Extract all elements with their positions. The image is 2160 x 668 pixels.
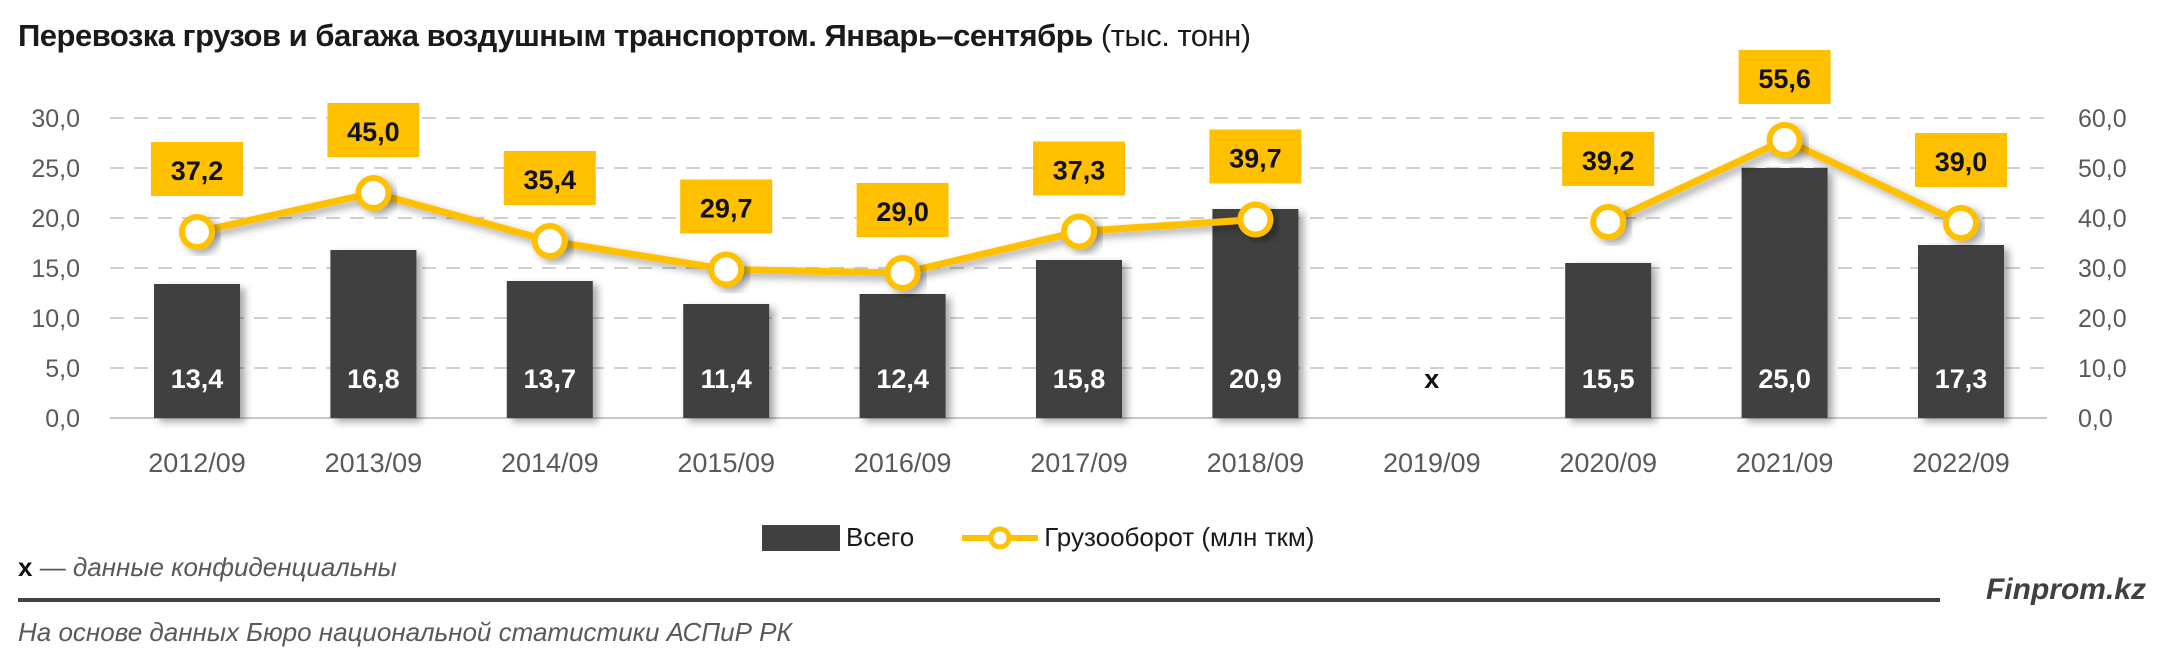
x-tick-label: 2018/09 [1207, 448, 1305, 478]
bar [506, 281, 593, 418]
bar-value-label: 15,5 [1582, 364, 1635, 394]
x-tick-label: 2019/09 [1383, 448, 1481, 478]
right-y-axis: 0,0 10,0 20,0 30,0 40,0 50,0 60,0 [2078, 105, 2127, 433]
bar-value-label: 17,3 [1935, 364, 1988, 394]
source-note: На основе данных Бюро национальной стати… [18, 617, 792, 647]
bar-swatch-icon [762, 524, 840, 551]
bar [330, 250, 417, 418]
left-y-tick: 10,0 [31, 305, 80, 333]
left-y-axis: 0,0 5,0 10,0 15,0 20,0 25,0 30,0 [31, 105, 80, 433]
left-y-tick: 30,0 [31, 105, 80, 133]
x-tick-label: 2021/09 [1736, 448, 1834, 478]
line-value-label: 39,7 [1229, 144, 1282, 174]
right-y-tick: 20,0 [2078, 305, 2127, 333]
line-value-box [856, 183, 949, 237]
line-marker [1943, 205, 1979, 241]
bar-value-label: 13,7 [524, 364, 577, 394]
line-marker [1590, 204, 1627, 240]
line-value-label: 45,0 [347, 117, 400, 147]
x-tick-label: 2017/09 [1030, 448, 1128, 478]
line-marker [884, 255, 921, 291]
right-y-tick: 60,0 [2078, 105, 2127, 133]
line-value-label: 55,6 [1758, 64, 1811, 94]
line-marker [1061, 213, 1097, 250]
left-y-tick: 20,0 [31, 205, 80, 233]
line-value-label: 37,3 [1053, 156, 1106, 186]
line-value-box [1915, 133, 2007, 187]
bar-value-label: 11,4 [701, 364, 752, 394]
line-value-box [1209, 129, 1302, 184]
x-axis: 2012/09 2013/09 2014/09 2015/09 2016/09 2017/… [148, 448, 2010, 478]
divider [18, 598, 1940, 602]
right-y-tick: 50,0 [2078, 155, 2127, 183]
legend-line-label: Грузооборот (млн ткм) [1044, 522, 1315, 552]
line-value-box [1033, 141, 1125, 196]
bar-value-label: 16,8 [347, 364, 400, 394]
bar [859, 294, 946, 418]
x-tick-label: 2020/09 [1559, 448, 1657, 478]
bar-value-label: 15,8 [1053, 364, 1106, 394]
bar-series: 13,4 16,8 13,7 11,4 12,4 15,8 20,9 x 15,5 25,0 17,… [154, 168, 2004, 418]
x-tick-label: 2012/09 [148, 448, 246, 478]
combo-chart: 0,0 5,0 10,0 15,0 20,0 25,0 30,0 0,0 10,0 20,0 30… [31, 50, 2127, 478]
left-y-tick: 15,0 [31, 255, 80, 283]
footnote-symbol: x [18, 552, 33, 582]
right-y-tick: 40,0 [2078, 205, 2127, 233]
bar [154, 284, 240, 418]
x-tick-label: 2016/09 [854, 448, 952, 478]
x-tick-label: 2015/09 [677, 448, 775, 478]
bar-value-label: 13,4 [171, 364, 224, 394]
chart-title: Перевозка грузов и багажа воздушным тран… [18, 18, 1251, 54]
line-value-box [1562, 132, 1655, 186]
bar [1565, 263, 1652, 418]
bar [1741, 168, 1828, 418]
line-marker [1766, 122, 1803, 158]
x-tick-label: 2022/09 [1912, 448, 2010, 478]
line-value-label: 35,4 [524, 165, 577, 195]
line-value-label: 39,2 [1582, 146, 1635, 176]
line-value-label: 29,7 [700, 194, 753, 224]
legend: Всего Грузооборот (млн ткм) [762, 522, 1360, 553]
legend-item-bar: Всего [762, 522, 914, 553]
line-value-box [151, 142, 243, 196]
line-value-box [1738, 50, 1831, 104]
line-value-box [327, 103, 420, 157]
x-tick-label: 2014/09 [501, 448, 599, 478]
line-value-box [503, 151, 596, 205]
left-y-tick: 5,0 [45, 355, 80, 383]
line-marker [531, 223, 568, 259]
title-main: Перевозка грузов и багажа воздушным тран… [18, 18, 1093, 53]
footnote-text: — данные конфиденциальны [32, 552, 397, 582]
bar-value-label: 20,9 [1229, 364, 1282, 394]
bar [1918, 245, 2004, 418]
bar-value-label: 25,0 [1758, 364, 1811, 394]
line-value-label: 39,0 [1935, 147, 1988, 177]
line-value-label: 29,0 [876, 197, 929, 227]
right-y-tick: 10,0 [2078, 355, 2127, 383]
x-tick-label: 2013/09 [325, 448, 423, 478]
confidential-marker: x [1424, 364, 1439, 394]
legend-item-line: Грузооборот (млн ткм) [960, 522, 1314, 553]
line-series: 37,2 45,0 35,4 29,7 29,0 37,3 39,7 39,2 55,6 39,0 [151, 50, 2007, 291]
line-marker [179, 214, 215, 250]
left-y-tick: 25,0 [31, 155, 80, 183]
line-value-label: 37,2 [171, 156, 224, 186]
line-value-box [680, 179, 773, 234]
brand-logo: Finprom.kz [1985, 573, 2146, 606]
line-marker [1237, 201, 1274, 238]
bar-value-label: 12,4 [876, 364, 929, 394]
line-marker-swatch-icon [962, 526, 1039, 549]
line-marker [708, 251, 745, 288]
line-marker [355, 175, 392, 211]
right-y-tick: 30,0 [2078, 255, 2127, 283]
right-y-tick: 0,0 [2078, 405, 2113, 433]
legend-bar-label: Всего [846, 522, 915, 552]
bar [683, 304, 770, 418]
footnote: x — данные конфиденциальны [18, 552, 397, 583]
bar [1036, 260, 1122, 418]
bar [1212, 209, 1299, 418]
left-y-tick: 0,0 [45, 405, 80, 433]
title-unit: (тыс. тонн) [1100, 18, 1251, 53]
